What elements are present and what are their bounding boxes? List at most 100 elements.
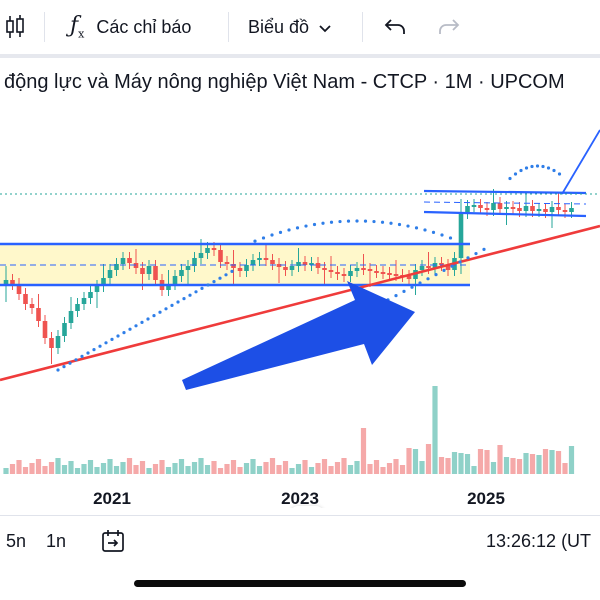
channel-upper-line-2	[423, 189, 587, 195]
sar-dot	[546, 166, 551, 170]
candle	[81, 298, 87, 304]
price-chart-canvas[interactable]: 2021 2023 2025	[0, 108, 600, 508]
chart-type-button[interactable]: Biểu đồ	[248, 0, 331, 54]
undo-icon[interactable]	[384, 0, 406, 54]
sar-dot	[530, 164, 534, 169]
volume-bar	[451, 452, 458, 474]
sar-dot	[372, 219, 376, 224]
volume-bar	[308, 467, 315, 474]
channel-lower-line-2	[423, 210, 587, 218]
chart-type-label: Biểu đồ	[248, 16, 310, 37]
sar-dot	[110, 337, 114, 341]
volume-bar	[276, 465, 282, 474]
sar-dot	[74, 358, 78, 362]
volume-bar	[419, 461, 425, 474]
candle	[146, 266, 152, 274]
candle	[224, 262, 230, 264]
bottom-toolbar: 5n 1n 13:26:12 (UT	[0, 516, 600, 566]
candle	[49, 338, 54, 348]
volume-bar	[159, 460, 165, 474]
candle	[276, 264, 282, 267]
sar-dot	[418, 281, 422, 285]
sar-dot	[182, 297, 186, 301]
sar-dot	[426, 277, 430, 281]
sar-dot	[524, 166, 529, 170]
sar-dot	[410, 285, 414, 289]
volume-bar	[9, 464, 16, 474]
volume-bar	[529, 454, 536, 474]
candle	[133, 263, 139, 268]
support-trendline	[0, 224, 600, 382]
sar-dot	[519, 168, 523, 173]
candle	[42, 321, 48, 338]
candle	[491, 203, 496, 210]
volume-bar	[458, 453, 464, 474]
redo-icon[interactable]	[438, 0, 460, 54]
candle	[517, 208, 522, 211]
goto-date-icon[interactable]	[100, 516, 126, 566]
volume-bar	[191, 462, 198, 474]
volume-bar	[113, 466, 120, 474]
sar-dot	[194, 290, 198, 294]
sar-dot	[270, 233, 274, 237]
volume-bar	[321, 459, 328, 474]
candle	[16, 284, 22, 294]
sar-dot	[397, 222, 402, 227]
volume-bar	[562, 463, 568, 474]
candle	[426, 266, 431, 268]
volume-bar	[373, 460, 380, 474]
range-5y-button[interactable]: 5n	[6, 530, 27, 551]
candle	[120, 258, 126, 264]
sar-dot	[402, 289, 406, 293]
indicators-button[interactable]: ƒx Các chỉ báo	[70, 0, 191, 54]
price-chart[interactable]: 2021 2023 2025	[0, 108, 600, 508]
sar-dot	[261, 236, 266, 240]
candle	[335, 272, 340, 274]
candle	[406, 276, 412, 279]
reset-chart-button[interactable]	[290, 506, 324, 508]
candle	[55, 336, 61, 348]
candle	[270, 260, 275, 264]
volume-bar	[328, 466, 334, 474]
candle	[231, 264, 236, 268]
range-1y-button[interactable]: 1n	[46, 530, 67, 551]
sar-dot	[170, 303, 174, 307]
indicators-label: Các chỉ báo	[96, 16, 192, 37]
candle	[458, 213, 464, 258]
sar-dot	[304, 224, 308, 228]
candle	[153, 266, 158, 280]
candle	[29, 304, 35, 308]
candle	[393, 274, 399, 276]
candle	[348, 271, 353, 276]
sar-dot	[92, 348, 96, 352]
volume-bar	[549, 450, 555, 474]
candle	[504, 207, 509, 209]
sar-dot	[287, 228, 291, 232]
candle	[88, 292, 93, 298]
candle	[114, 264, 119, 270]
home-indicator	[134, 580, 466, 587]
volume-bar	[282, 461, 289, 474]
sar-dot	[458, 260, 462, 264]
candle	[562, 210, 568, 212]
sar-dot	[557, 172, 562, 176]
candle	[484, 208, 490, 210]
sar-dot	[312, 222, 317, 227]
volume-bar	[263, 462, 269, 474]
sar-dot	[508, 176, 512, 181]
sar-dot	[442, 268, 446, 272]
sar-dot	[541, 164, 545, 169]
candle	[3, 280, 9, 286]
candle	[536, 209, 542, 211]
candlestick-icon[interactable]	[4, 0, 26, 54]
sar-dot	[535, 164, 540, 168]
volume-bar	[204, 465, 211, 474]
candle	[218, 250, 223, 262]
volume-bar	[516, 459, 523, 474]
volume-bar	[315, 463, 321, 474]
symbol-title-bar: động lực và Máy nông nghiệp Việt Nam - C…	[0, 58, 600, 108]
sar-dot	[450, 264, 454, 268]
symbol-title[interactable]: động lực và Máy nông nghiệp Việt Nam - C…	[4, 71, 565, 93]
x-tick-label: 2023	[281, 489, 319, 508]
volume-bar	[523, 453, 529, 474]
